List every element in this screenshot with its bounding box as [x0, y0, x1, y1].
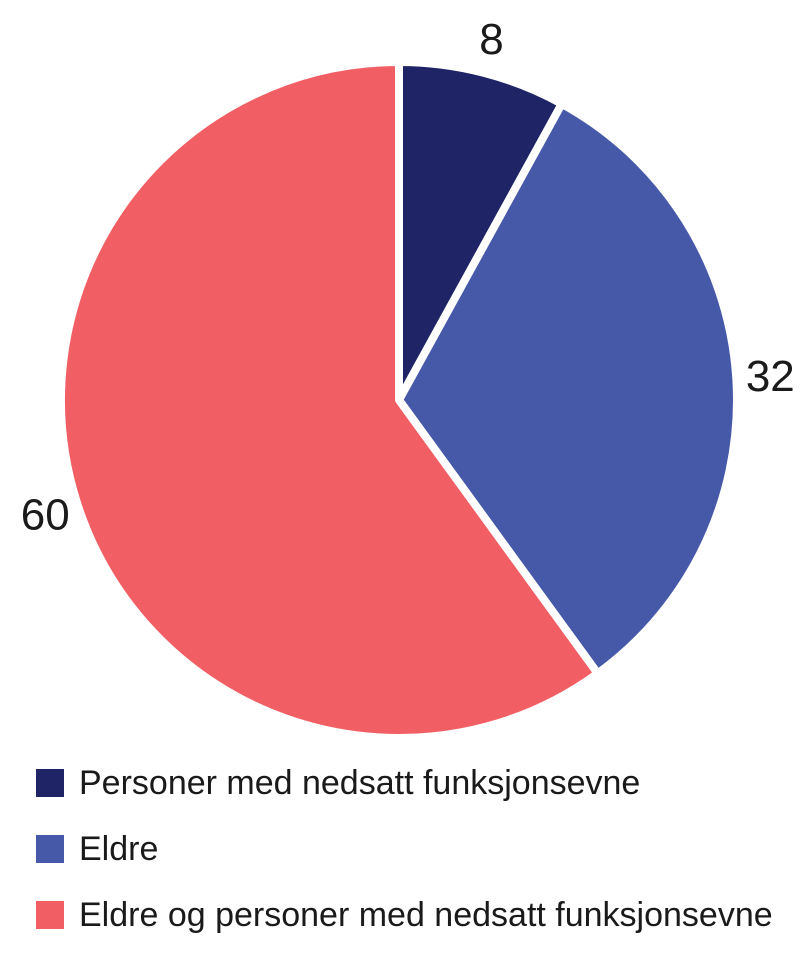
legend-label: Eldre og personer med nedsatt funksjonse…	[79, 896, 773, 934]
legend-item-3: Eldre og personer med nedsatt funksjonse…	[36, 895, 796, 935]
legend-item-1: Personer med nedsatt funksjonsevne	[36, 763, 796, 803]
legend-swatch	[36, 835, 64, 863]
legend-label: Eldre	[79, 830, 159, 868]
legend-swatch	[36, 901, 64, 929]
pie-chart: 8 32 60	[20, 15, 795, 742]
pie-slice-1	[395, 58, 566, 404]
slice-value-label: 32	[746, 352, 795, 401]
pie-slice-3	[57, 58, 602, 742]
legend-label: Personer med nedsatt funksjonsevne	[79, 764, 641, 802]
slice-value-label: 8	[479, 15, 503, 64]
legend-swatch	[36, 769, 64, 797]
pie-slice-2	[395, 99, 741, 678]
slice-value-label: 60	[21, 491, 70, 540]
legend-item-2: Eldre	[36, 829, 796, 869]
chart-legend: Personer med nedsatt funksjonsevne Eldre E…	[36, 763, 796, 961]
